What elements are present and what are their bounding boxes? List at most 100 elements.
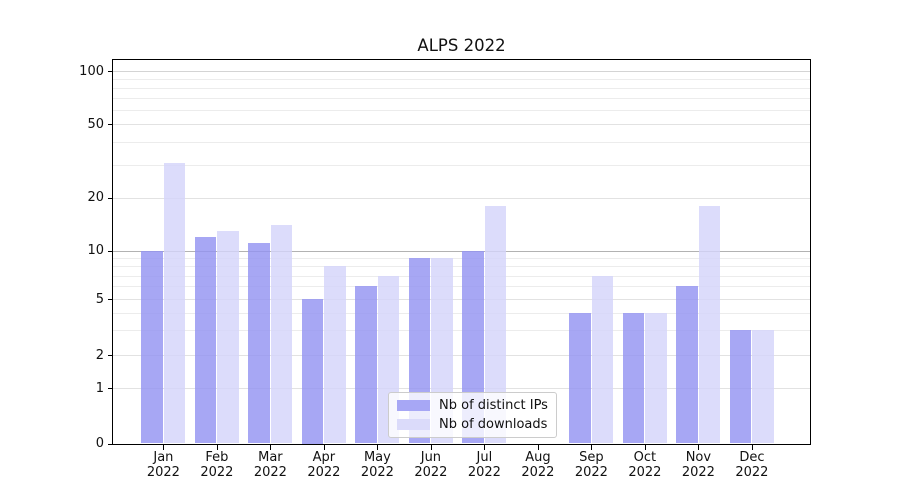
- x-tickmark: [644, 444, 646, 450]
- y-tickmark: [108, 250, 113, 252]
- x-tick-label-month: Apr: [312, 450, 336, 465]
- x-tick-label: Aug 2022: [493, 450, 583, 480]
- x-tick-label-year: 2022: [681, 465, 715, 480]
- bar-may-distinct-ips: [355, 286, 377, 444]
- legend-label: Nb of downloads: [439, 417, 548, 432]
- y-tick-label: 100: [79, 63, 104, 79]
- y-tick-label: 5: [95, 291, 104, 307]
- x-tickmark: [698, 444, 700, 450]
- bar-dec-distinct-ips: [729, 330, 752, 444]
- x-tick-label-year: 2022: [574, 465, 608, 480]
- x-tick-label-year: 2022: [467, 465, 501, 480]
- legend: Nb of distinct IPs Nb of downloads: [388, 392, 557, 438]
- bar-apr-distinct-ips: [301, 299, 324, 444]
- x-tick-label: Nov 2022: [653, 450, 743, 480]
- x-tick-label-month: Jan: [153, 450, 174, 465]
- x-tickmark: [216, 444, 218, 450]
- x-tickmark: [591, 444, 593, 450]
- y-gridline-minor: [113, 79, 810, 81]
- y-tick-label: 10: [87, 243, 104, 259]
- x-tick-label: Jan 2022: [118, 450, 208, 480]
- y-tickmark: [108, 388, 113, 390]
- y-gridline-major: [113, 197, 810, 199]
- bar-apr-downloads: [324, 266, 346, 444]
- chart-title: ALPS 2022: [417, 36, 506, 55]
- x-tick-label-month: May: [363, 450, 391, 465]
- y-gridline-minor: [113, 98, 810, 100]
- y-tick-label: 50: [87, 116, 104, 132]
- y-tick-label: 20: [87, 190, 104, 206]
- x-tickmark: [751, 444, 753, 450]
- y-gridline-major: [113, 124, 810, 126]
- bar-mar-downloads: [270, 224, 293, 444]
- y-tickmark: [108, 299, 113, 300]
- bar-jul-downloads: [484, 205, 507, 444]
- y-tickmark: [108, 71, 113, 72]
- y-gridline-minor: [113, 88, 810, 90]
- x-tickmark: [377, 444, 379, 450]
- y-tickmark: [108, 355, 113, 356]
- y-tick-label: 2: [95, 347, 104, 363]
- x-tickmark: [270, 444, 272, 450]
- bar-jan-distinct-ips: [141, 250, 163, 444]
- y-gridline-major: [113, 388, 810, 390]
- x-tickmark: [163, 444, 165, 450]
- y-tickmark: [108, 124, 113, 126]
- y-gridline-minor: [113, 110, 810, 112]
- x-tick-label-year: 2022: [253, 465, 287, 480]
- legend-item: Nb of downloads: [397, 417, 548, 432]
- x-tick-label: Feb 2022: [172, 450, 262, 480]
- y-gridline-minor: [113, 266, 810, 268]
- y-gridline-minor: [113, 330, 810, 332]
- bar-feb-downloads: [217, 230, 239, 444]
- x-tickmark: [430, 444, 432, 450]
- x-tick-label-month: Feb: [205, 450, 229, 465]
- y-gridline-major: [113, 299, 810, 300]
- x-tick-label-year: 2022: [307, 465, 341, 480]
- x-tick-label-year: 2022: [360, 465, 394, 480]
- x-tick-label-year: 2022: [146, 465, 180, 480]
- y-gridline-major: [113, 71, 810, 72]
- legend-swatch-icon: [397, 400, 430, 411]
- x-tick-label: Mar 2022: [225, 450, 315, 480]
- bar-nov-downloads: [698, 205, 721, 444]
- y-gridline-minor: [113, 312, 810, 314]
- x-tick-label: Oct 2022: [600, 450, 690, 480]
- x-tick-label-month: Jun: [420, 450, 442, 465]
- bar-sep-downloads: [591, 275, 614, 444]
- x-tick-label: Dec 2022: [707, 450, 797, 480]
- bar-dec-downloads: [752, 330, 774, 444]
- x-tickmark: [484, 444, 486, 450]
- x-tick-label-month: Oct: [633, 450, 657, 465]
- bar-oct-downloads: [645, 312, 667, 444]
- x-tick-label-year: 2022: [414, 465, 448, 480]
- legend-item: Nb of distinct IPs: [397, 398, 548, 413]
- x-tickmark: [323, 444, 325, 450]
- x-tick-label-month: Dec: [739, 450, 765, 465]
- legend-label: Nb of distinct IPs: [439, 398, 548, 413]
- x-tick-label: May 2022: [332, 450, 422, 480]
- x-tick-label-year: 2022: [200, 465, 234, 480]
- x-tick-label-month: Nov: [685, 450, 712, 465]
- y-tick-label: 1: [95, 380, 104, 396]
- x-tick-label: Jun 2022: [386, 450, 476, 480]
- x-tick-label-year: 2022: [628, 465, 662, 480]
- x-tickmark: [537, 444, 539, 450]
- x-tick-label: Sep 2022: [546, 450, 636, 480]
- legend-swatch-icon: [397, 419, 430, 430]
- bar-feb-distinct-ips: [194, 236, 217, 444]
- x-tick-label: Jul 2022: [439, 450, 529, 480]
- y-gridline-minor: [113, 142, 810, 144]
- x-tick-label-month: Aug: [525, 450, 551, 465]
- y-tickmark: [108, 443, 113, 445]
- x-tick-label-month: Jul: [476, 450, 493, 465]
- y-tick-label: 0: [95, 436, 104, 451]
- bar-jan-downloads: [163, 162, 186, 444]
- y-tickmark: [108, 197, 113, 199]
- x-tick-label-month: Sep: [579, 450, 604, 465]
- x-tick-label: Apr 2022: [279, 450, 369, 480]
- y-gridline-major: [113, 250, 810, 252]
- x-tick-label-month: Mar: [258, 450, 283, 465]
- y-gridline-minor: [113, 275, 810, 277]
- y-gridline-minor: [113, 165, 810, 167]
